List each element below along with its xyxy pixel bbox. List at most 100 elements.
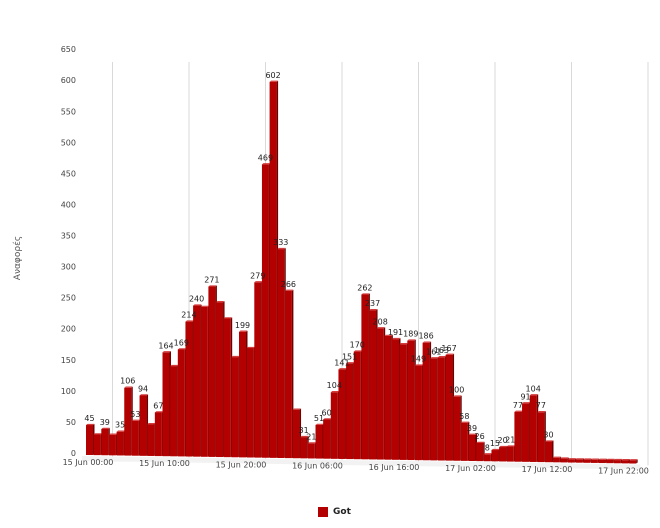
data-label: 30 [543,431,553,440]
bar [583,458,592,463]
data-label: 169 [174,338,189,347]
bar-front [575,459,583,463]
data-label: 240 [189,295,204,304]
x-tick-label: 17 Jun 12:00 [522,465,573,474]
bar-front [147,424,155,456]
x-tick-label: 17 Jun 02:00 [445,464,496,473]
data-label: 60 [322,408,332,417]
data-label: 262 [357,284,372,293]
bar-front [284,290,292,459]
bar-front [323,419,331,459]
bar-top [567,458,577,460]
data-label: 271 [204,276,219,285]
data-label: 39 [100,418,110,427]
bar-top [506,445,516,447]
bar-front [254,282,262,458]
bar-top [185,320,194,322]
bar [353,350,363,460]
bar-top [277,247,286,250]
bar-top [598,458,608,460]
y-tick-label: 200 [61,325,76,334]
bar-front [162,352,170,457]
bar-top [422,341,432,343]
bar [200,305,210,457]
legend[interactable]: Got [318,507,351,517]
bar-front [154,412,162,457]
bar [108,433,118,456]
y-tick-label: 50 [66,418,76,427]
data-labels: 45 39 35 106 53 94 67 164 169 214 240 271 199 279 469 6… [84,71,553,452]
bar [101,427,110,456]
bar-top [315,423,324,425]
bar-front [177,349,185,457]
bar [613,458,623,464]
y-tick-label: 400 [61,200,76,209]
bar-top [246,346,256,349]
bar-top [629,459,638,461]
y-axis-title: Αναφορές [12,236,23,280]
data-label: 469 [258,153,273,162]
data-label: 161 [426,347,441,356]
bar-front [216,302,224,458]
bar [231,355,240,458]
bar-top [223,317,233,319]
y-tick-label: 650 [61,45,76,54]
data-label: 15 [490,439,500,448]
data-label: 106 [120,377,135,386]
data-label: 141 [334,358,349,367]
bar-front [116,431,124,456]
bar-front [460,422,468,461]
bar [384,334,393,460]
bar-top [499,445,508,448]
data-label: 333 [273,238,288,247]
data-label: 191 [388,328,403,337]
bar-front [399,344,407,460]
bar [392,337,401,460]
y-tick-label: 600 [61,76,76,85]
bar [315,423,324,459]
data-label: 104 [526,384,541,393]
bar-top [437,356,447,358]
bar-top [101,427,110,430]
y-tick-label: 500 [61,138,76,147]
bar [575,458,585,463]
bar-top [261,163,271,165]
bar-front [545,441,552,463]
bar [93,433,103,456]
bar-top [384,334,393,336]
bar-top [200,305,210,307]
bar-top [514,410,523,412]
bar [162,351,171,457]
data-label: 26 [475,432,485,441]
y-tick-label: 550 [61,107,76,116]
data-label: 45 [84,414,94,423]
data-label: 67 [153,401,163,410]
data-label: 208 [373,317,388,326]
bar-top [399,343,409,345]
data-label: 53 [130,410,140,419]
bar [177,348,187,457]
bar-top [460,421,470,423]
bar-top [468,433,477,435]
data-label: 20 [498,436,508,445]
bar-front [522,403,530,462]
bar-top [338,368,347,370]
bar [598,458,608,464]
bar [261,163,271,458]
bar-front [407,340,415,461]
chart-floor [82,456,641,470]
bar [453,395,462,461]
bar-top [552,456,562,458]
bar-top [346,362,355,364]
x-tick-label: 17 Jun 22:00 [598,466,649,475]
data-label: 58 [459,412,469,421]
bar [307,442,317,459]
y-tick-label: 150 [61,356,76,365]
bar-front [338,369,346,459]
bar-top [108,433,118,435]
bar-front [613,460,621,464]
bar [445,353,455,461]
bar-top [491,448,500,451]
bar-front [499,447,507,462]
bar-top [376,327,386,329]
